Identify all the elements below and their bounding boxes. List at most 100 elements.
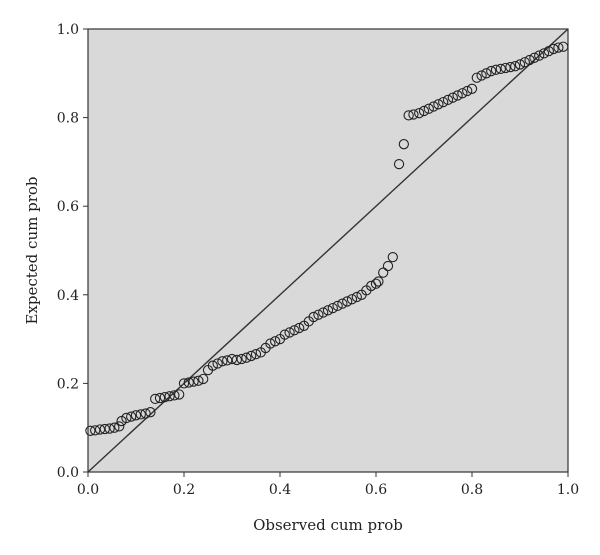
data-point-82	[476, 70, 487, 81]
data-point-23	[193, 375, 204, 386]
data-point-62	[378, 267, 389, 278]
data-point-92	[524, 54, 535, 66]
y-tick-label-3: 0.6	[57, 199, 79, 215]
data-point-47	[308, 311, 319, 323]
data-point-6	[114, 421, 125, 432]
data-point-11	[135, 409, 146, 420]
data-point-63	[382, 260, 394, 272]
data-point-72	[428, 101, 439, 112]
x-axis: 0.0 0.2 0.4 0.6 0.8 1.0	[77, 472, 579, 498]
data-points	[85, 41, 569, 436]
data-point-42	[284, 327, 295, 338]
data-point-84	[486, 65, 497, 77]
data-point-19	[174, 389, 185, 400]
data-point-35	[250, 349, 262, 360]
data-point-17	[164, 391, 175, 402]
data-point-95	[538, 48, 550, 59]
x-tick-label-3: 0.6	[365, 482, 387, 498]
data-point-20	[178, 378, 190, 389]
data-point-18	[169, 390, 180, 401]
data-point-54	[342, 296, 353, 307]
data-point-0	[85, 425, 96, 436]
data-point-91	[519, 57, 530, 68]
data-point-43	[289, 325, 300, 336]
data-point-41	[279, 329, 290, 340]
data-point-52	[332, 300, 343, 312]
data-point-60	[370, 278, 382, 289]
data-point-93	[529, 52, 540, 63]
plot-border	[87, 28, 569, 473]
x-tick-label-1: 0.2	[173, 482, 195, 498]
data-point-97	[548, 43, 559, 55]
x-tick-label-0: 0.0	[77, 482, 99, 498]
y-axis-title: Expected cum prob	[23, 176, 41, 324]
data-point-33	[241, 352, 252, 363]
data-point-16	[159, 391, 170, 403]
data-point-5	[109, 422, 120, 433]
data-point-90	[514, 59, 526, 70]
data-point-89	[510, 61, 521, 72]
data-point-48	[313, 309, 324, 320]
x-tick-label-2: 0.4	[269, 482, 291, 498]
data-point-39	[270, 336, 281, 347]
data-point-28	[217, 356, 228, 367]
data-point-50	[322, 305, 334, 316]
y-tick-label-4: 0.8	[57, 111, 79, 127]
y-tick-label-0: 0.0	[57, 465, 79, 481]
data-point-74	[438, 96, 449, 108]
x-tick-label-5: 1.0	[557, 482, 579, 498]
data-point-83	[481, 68, 492, 79]
data-point-21	[183, 377, 194, 388]
data-point-49	[318, 307, 329, 318]
data-point-9	[126, 411, 137, 422]
data-point-4	[104, 423, 115, 434]
data-point-38	[265, 338, 276, 349]
data-point-56	[351, 291, 362, 303]
data-point-22	[188, 376, 199, 387]
data-point-71	[423, 103, 434, 114]
data-point-69	[414, 108, 425, 119]
data-point-77	[452, 90, 463, 101]
data-point-61	[373, 276, 384, 287]
data-point-66	[398, 139, 409, 150]
data-point-24	[198, 373, 209, 385]
data-point-75	[442, 94, 454, 106]
data-point-27	[212, 358, 223, 369]
data-point-94	[534, 50, 545, 61]
data-point-3	[99, 423, 110, 435]
data-point-53	[337, 298, 348, 309]
data-point-8	[121, 412, 132, 424]
data-point-79	[462, 85, 473, 97]
data-point-12	[140, 408, 151, 419]
data-point-44	[294, 322, 305, 334]
data-point-10	[130, 410, 142, 421]
reference-line	[87, 28, 569, 473]
data-point-34	[246, 350, 257, 362]
x-tick-label-4: 0.8	[461, 482, 483, 498]
data-point-76	[447, 92, 458, 103]
data-point-51	[327, 302, 338, 314]
y-axis: 0.0 0.2 0.4 0.6 0.8 1.0	[57, 22, 88, 481]
data-point-14	[150, 393, 161, 405]
y-tick-label-5: 1.0	[57, 22, 79, 38]
data-point-15	[154, 392, 166, 404]
data-point-80	[466, 83, 478, 94]
data-point-65	[393, 158, 405, 170]
data-point-13	[145, 407, 156, 418]
data-point-98	[553, 42, 564, 53]
data-point-86	[495, 63, 506, 75]
data-point-73	[433, 99, 444, 110]
data-point-67	[403, 110, 414, 121]
data-point-70	[418, 105, 430, 117]
data-point-88	[505, 61, 516, 73]
data-point-87	[500, 62, 511, 74]
data-point-31	[231, 354, 242, 366]
data-point-32	[236, 353, 247, 365]
y-tick-label-1: 0.2	[57, 376, 79, 392]
data-point-64	[387, 251, 398, 263]
data-point-96	[543, 46, 554, 57]
x-axis-title: Observed cum prob	[253, 516, 403, 534]
data-point-26	[207, 360, 218, 371]
data-point-55	[346, 294, 358, 305]
